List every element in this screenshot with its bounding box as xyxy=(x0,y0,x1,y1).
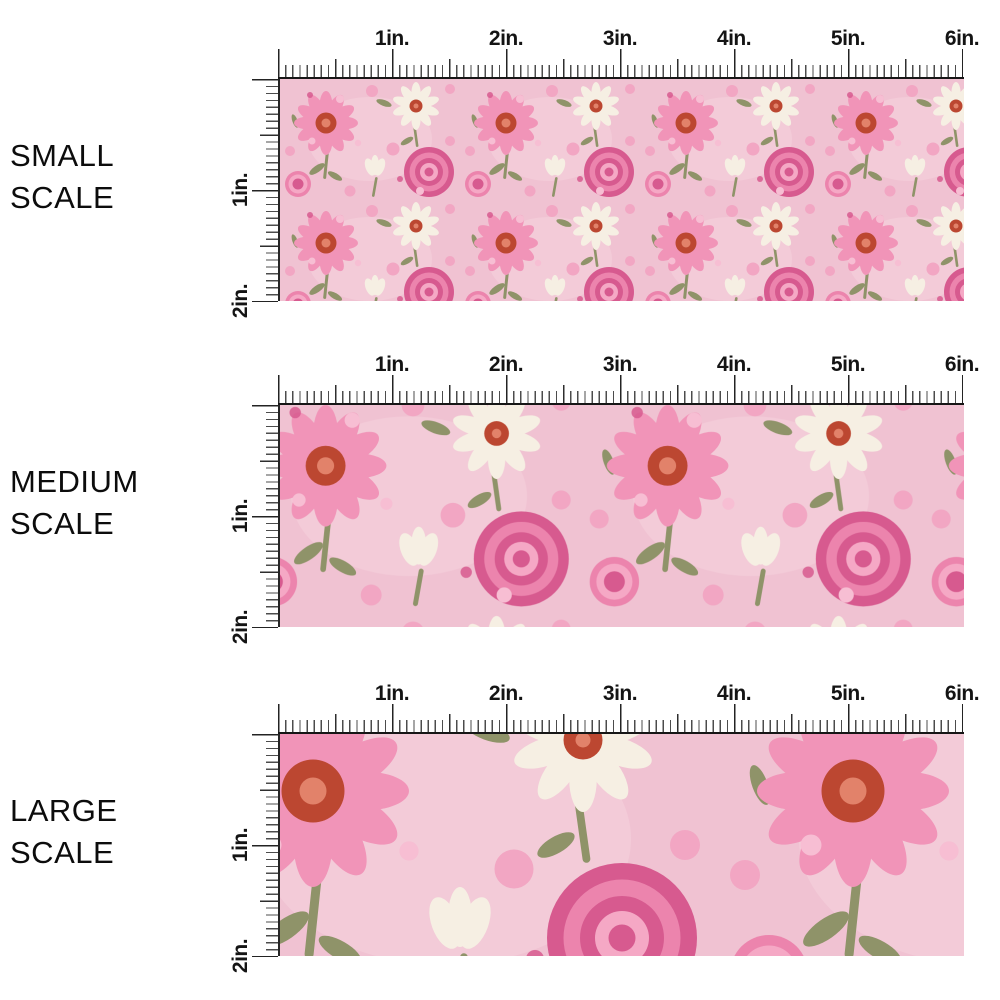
small-scale-label: SMALL SCALE xyxy=(10,138,115,216)
top-ruler-labels: 1in. 2in. 3in. 4in. 5in. 6in. xyxy=(278,27,980,50)
top-ruler-ticks xyxy=(278,704,964,734)
fabric-swatch-small xyxy=(278,79,964,301)
large-scale-label: LARGE SCALE xyxy=(10,793,118,871)
left-ruler-ticks xyxy=(252,405,278,629)
top-ruler-label-2in: 2in. xyxy=(488,353,524,376)
fabric-swatch-large xyxy=(278,734,964,956)
floral-pattern-small xyxy=(280,79,964,301)
top-ruler-label-5in: 5in. xyxy=(830,353,866,376)
top-ruler-label-3in: 3in. xyxy=(602,682,638,705)
left-ruler-label-2in: 2in. xyxy=(229,609,252,645)
top-ruler-label-3in: 3in. xyxy=(602,27,638,50)
top-ruler-labels: 1in. 2in. 3in. 4in. 5in. 6in. xyxy=(278,682,980,705)
top-ruler-label-3in: 3in. xyxy=(602,353,638,376)
top-ruler-label-4in: 4in. xyxy=(716,682,752,705)
top-ruler-label-4in: 4in. xyxy=(716,27,752,50)
top-ruler-label-2in: 2in. xyxy=(488,682,524,705)
top-ruler-label-4in: 4in. xyxy=(716,353,752,376)
medium-scale-label: MEDIUM SCALE xyxy=(10,464,139,542)
small-scale-panel: SMALL SCALE 1in. 2in. 3in. 4in. 5in. 6in… xyxy=(0,27,1000,318)
top-ruler-label-5in: 5in. xyxy=(830,27,866,50)
top-ruler-label-1in: 1in. xyxy=(374,682,410,705)
top-ruler-label-2in: 2in. xyxy=(488,27,524,50)
floral-pattern-medium xyxy=(280,405,964,627)
left-ruler-label-2in: 2in. xyxy=(229,938,252,974)
medium-scale-panel: MEDIUM SCALE 1in. 2in. 3in. 4in. 5in. 6i… xyxy=(0,353,1000,644)
top-ruler-label-6in: 6in. xyxy=(944,353,980,376)
top-ruler-ticks xyxy=(278,49,964,79)
fabric-swatch-medium xyxy=(278,405,964,627)
large-scale-panel: LARGE SCALE 1in. 2in. 3in. 4in. 5in. 6in… xyxy=(0,682,1000,973)
left-ruler-label-1in: 1in. xyxy=(229,827,252,863)
top-ruler-label-6in: 6in. xyxy=(944,27,980,50)
top-ruler-ticks xyxy=(278,375,964,405)
top-ruler-label-1in: 1in. xyxy=(374,27,410,50)
left-ruler-label-1in: 1in. xyxy=(229,498,252,534)
top-ruler-label-5in: 5in. xyxy=(830,682,866,705)
left-ruler-label-2in: 2in. xyxy=(229,283,252,319)
floral-pattern-large xyxy=(280,734,964,956)
top-ruler-label-6in: 6in. xyxy=(944,682,980,705)
left-ruler-label-1in: 1in. xyxy=(229,172,252,208)
left-ruler-ticks xyxy=(252,79,278,303)
top-ruler-label-1in: 1in. xyxy=(374,353,410,376)
top-ruler-labels: 1in. 2in. 3in. 4in. 5in. 6in. xyxy=(278,353,980,376)
left-ruler-ticks xyxy=(252,734,278,958)
